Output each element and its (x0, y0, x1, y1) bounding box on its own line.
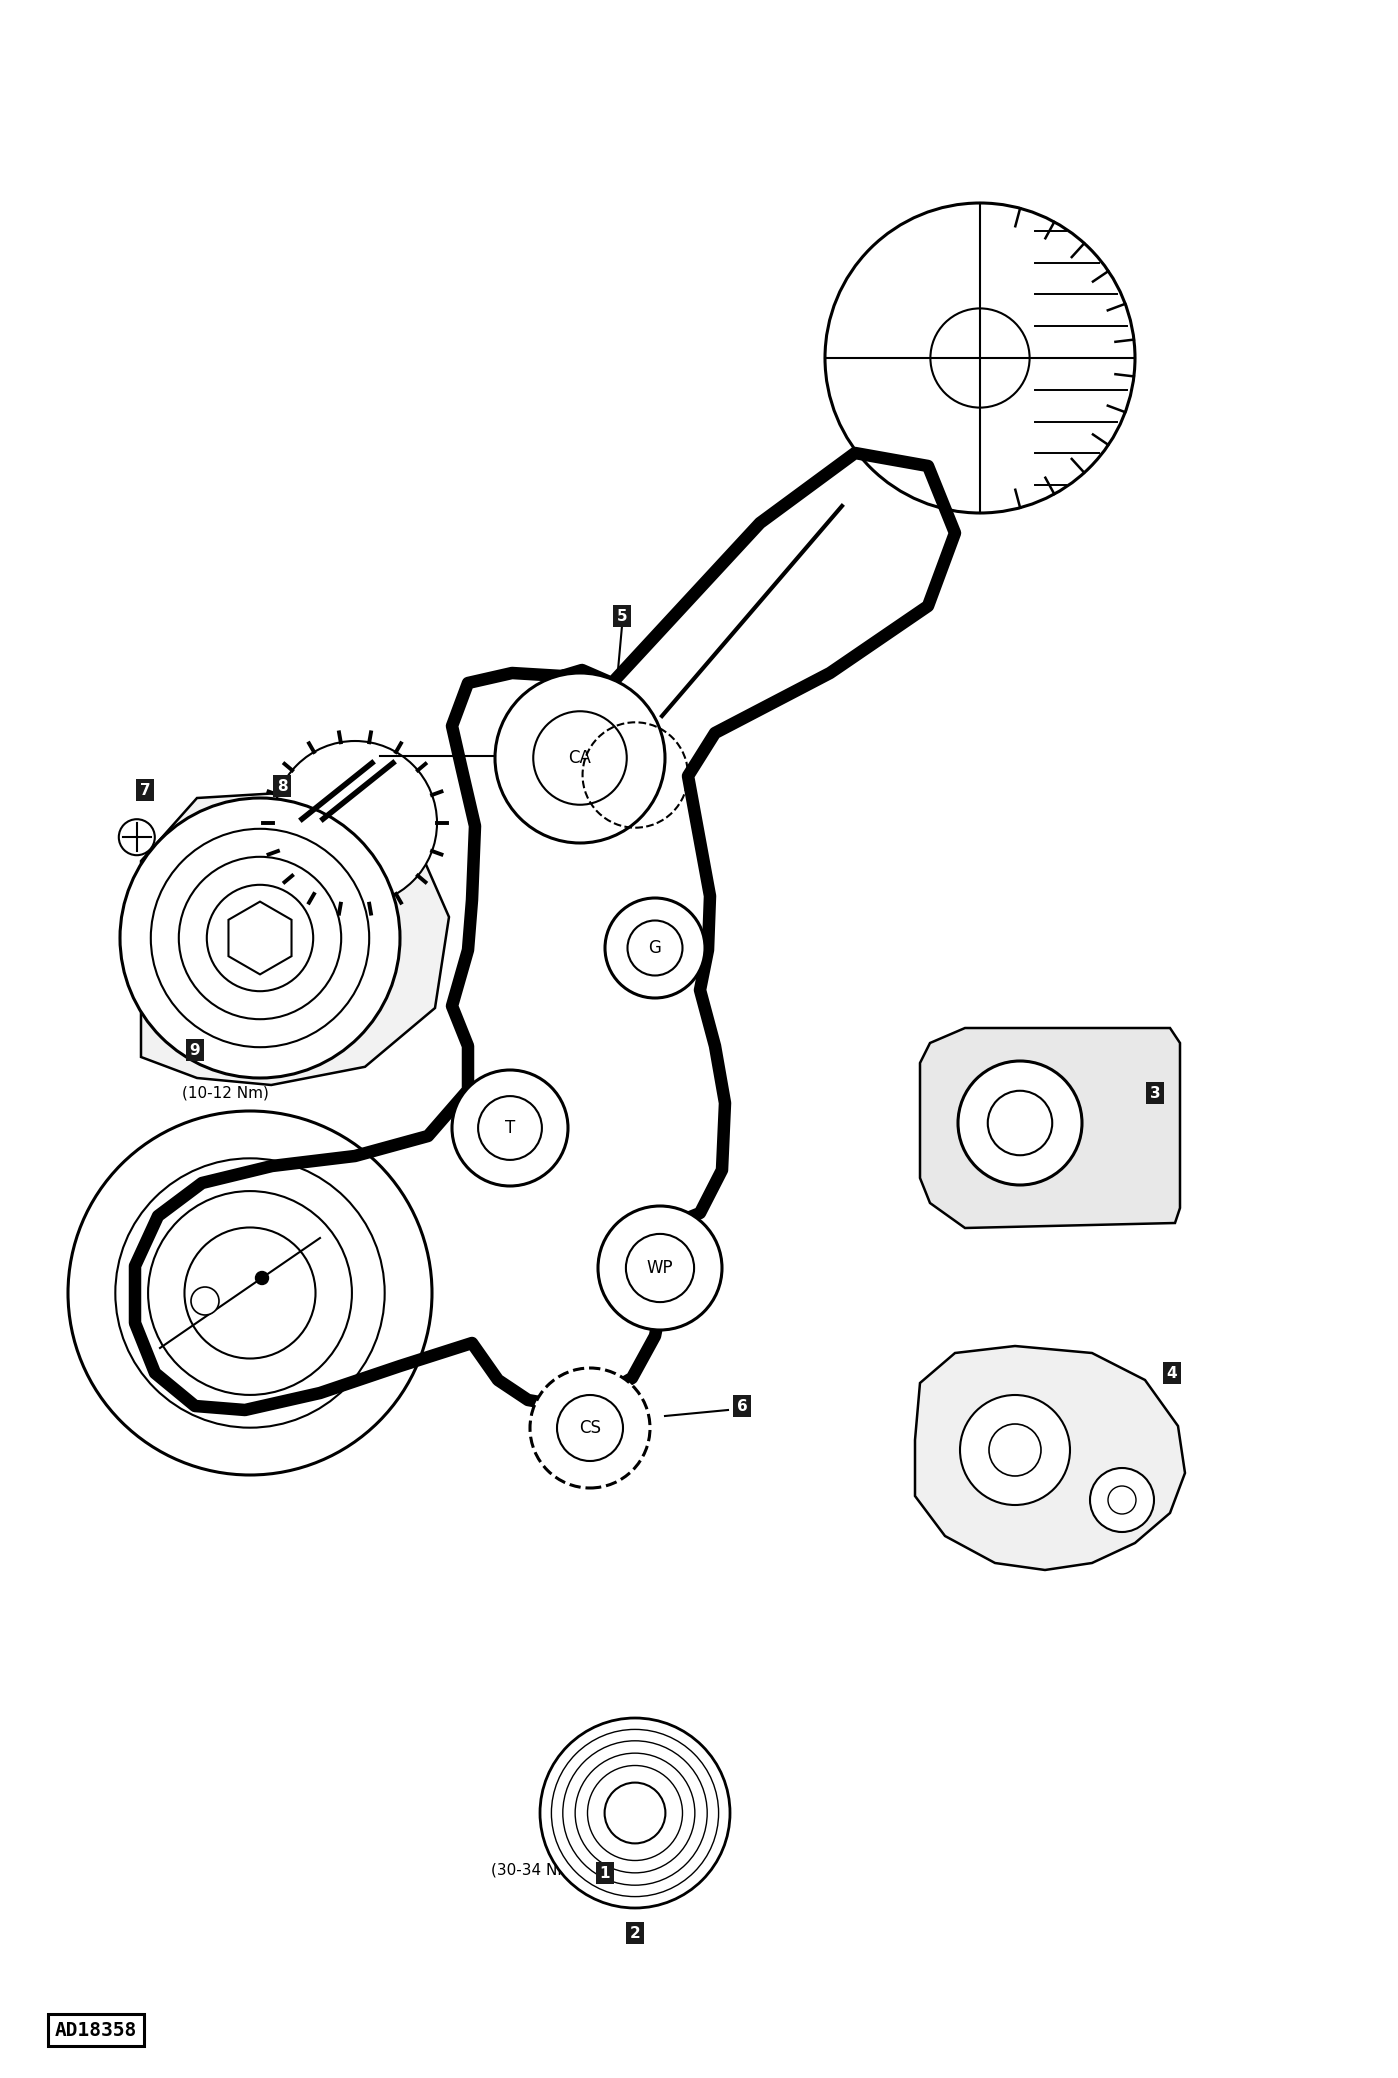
Text: 2: 2 (629, 1926, 640, 1941)
Text: 1: 1 (600, 1866, 611, 1881)
Polygon shape (228, 902, 292, 975)
Text: 3: 3 (1149, 1085, 1160, 1101)
Circle shape (960, 1394, 1069, 1504)
Text: 8: 8 (277, 779, 288, 794)
Circle shape (495, 673, 665, 844)
Circle shape (530, 1367, 650, 1488)
Text: T: T (505, 1118, 514, 1137)
Circle shape (256, 1272, 268, 1284)
Circle shape (958, 1062, 1082, 1184)
Circle shape (192, 1286, 219, 1315)
Polygon shape (916, 1347, 1186, 1571)
Polygon shape (920, 1029, 1180, 1228)
Text: (10-12 Nm): (10-12 Nm) (182, 1085, 268, 1101)
Circle shape (1090, 1467, 1153, 1531)
Circle shape (598, 1205, 721, 1330)
Text: 4: 4 (1167, 1365, 1177, 1380)
Circle shape (540, 1719, 730, 1908)
Circle shape (452, 1070, 568, 1187)
Text: WP: WP (647, 1259, 674, 1278)
Circle shape (273, 742, 438, 906)
Text: (30-34 Nm): (30-34 Nm) (492, 1862, 579, 1879)
Text: 6: 6 (737, 1398, 748, 1413)
Text: G: G (649, 939, 661, 958)
Circle shape (931, 308, 1029, 407)
Circle shape (119, 819, 155, 856)
Circle shape (120, 798, 400, 1078)
Circle shape (825, 204, 1135, 513)
Text: CS: CS (579, 1419, 601, 1438)
Text: 5: 5 (617, 609, 628, 623)
Text: 9: 9 (190, 1043, 200, 1058)
Circle shape (69, 1112, 432, 1475)
Text: CA: CA (569, 748, 591, 767)
Text: AD18358: AD18358 (55, 2020, 137, 2039)
Circle shape (605, 898, 705, 997)
Polygon shape (141, 792, 449, 1085)
Text: 7: 7 (140, 783, 151, 798)
